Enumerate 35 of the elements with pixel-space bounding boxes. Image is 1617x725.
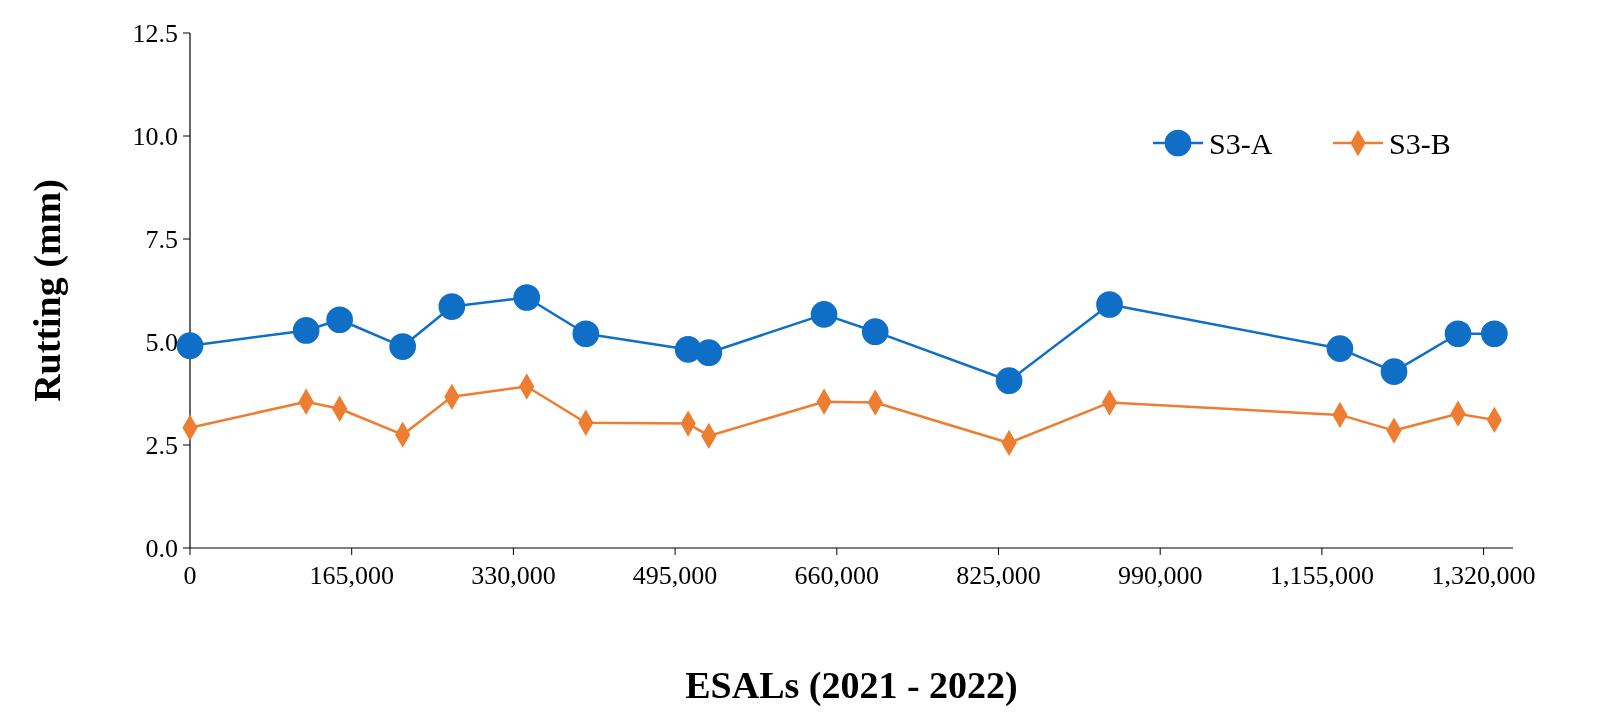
point [861,318,889,346]
y-tick-label: 0.0 [145,534,178,564]
point [1444,320,1472,348]
x-axis-title: ESALs (2021 - 2022) [685,664,1018,707]
x-tick-label: 990,000 [1117,561,1203,590]
y-axis-title: Rutting (mm) [26,179,69,402]
y-tick-label: 12.5 [132,19,178,49]
point [292,317,320,344]
point [695,339,723,367]
point [1380,358,1408,385]
point [1481,320,1508,348]
legend-label: S3-A [1209,126,1273,160]
y-tick-label: 5.0 [145,328,178,358]
point [326,306,353,334]
x-tick-label: 1,320,000 [1431,561,1536,590]
point [1096,291,1123,318]
point [995,367,1023,395]
x-tick-label: 330,000 [471,561,556,590]
y-tick-label: 10.0 [132,122,178,152]
x-tick-label: 1,155,000 [1269,561,1374,590]
point [1326,335,1354,362]
point [513,284,541,311]
x-tick-label: 660,000 [794,561,880,590]
x-tick-label: 825,000 [956,561,1041,590]
x-tick-label: 495,000 [632,561,718,590]
legend-label: S3-B [1389,126,1451,160]
point [438,293,466,320]
y-tick-label: 7.5 [145,225,178,255]
point [810,301,838,328]
x-tick-label: 165,000 [309,561,394,590]
point [176,332,204,360]
point [389,333,417,360]
x-tick-label: 0 [183,561,197,590]
y-tick-label: 2.5 [145,431,178,461]
point [572,320,600,348]
